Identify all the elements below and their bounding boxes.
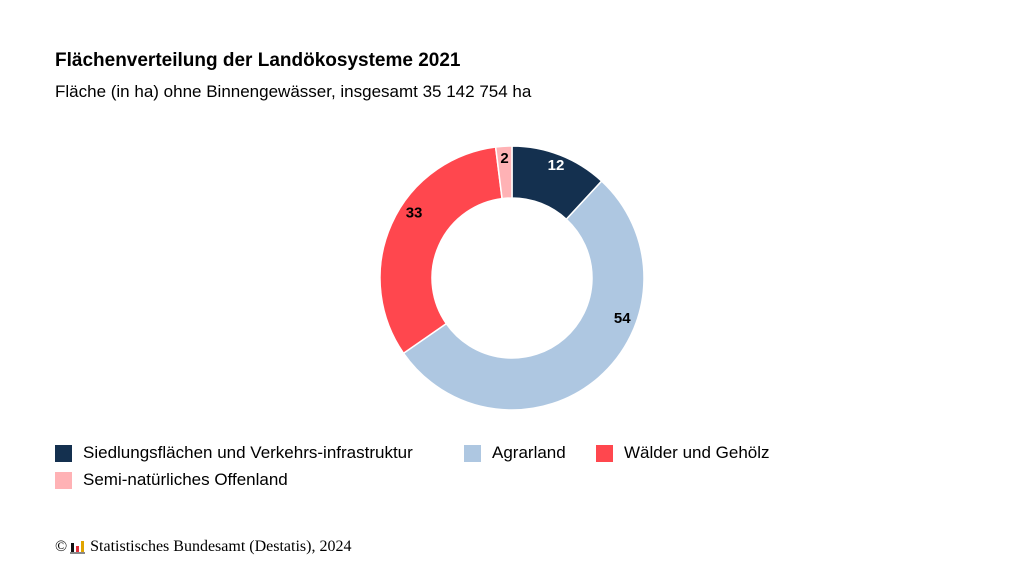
data-label-settlement: 12 [548,157,565,174]
logo-bar-gold [81,541,85,552]
footer-source: Statistisches Bundesamt (Destatis), 2024 [90,538,352,555]
donut-chart: 12 54 33 2 [379,145,645,411]
chart-subtitle: Fläche (in ha) ohne Binnengewässer, insg… [55,82,532,101]
data-label-semi: 2 [500,150,508,167]
legend-swatch-forest [596,444,613,462]
destatis-logo-icon [70,541,86,554]
donut-slice-forest[interactable] [379,146,503,355]
copyright-icon: © [55,538,68,555]
legend: Siedlungsflächen und Verkehrs-infrastruk… [55,442,815,498]
legend-item-settlement[interactable]: Siedlungsflächen und Verkehrs-infrastruk… [55,442,413,464]
logo-baseline [70,552,86,554]
logo-bar-black [71,543,75,552]
donut-slice-semi[interactable] [494,145,513,200]
legend-label-settlement: Siedlungsflächen und Verkehrs-infrastruk… [83,443,413,462]
chart-title: Flächenverteilung der Landökosysteme 202… [55,50,461,71]
data-label-forest: 33 [406,205,423,222]
donut-slice-agrar[interactable] [402,180,645,411]
data-label-agrar: 54 [614,310,631,327]
legend-item-semi[interactable]: Semi-natürliches Offenland [55,469,288,491]
footer: © Statistisches Bundesamt (Destatis), 20… [55,538,351,556]
legend-label-semi: Semi-natürliches Offenland [83,470,288,489]
legend-swatch-settlement [55,444,72,462]
legend-label-agrar: Agrarland [492,443,566,462]
legend-swatch-agrar [464,444,481,462]
logo-bar-red [76,546,80,552]
legend-label-forest: Wälder und Gehölz [624,443,770,462]
legend-item-forest[interactable]: Wälder und Gehölz [596,442,770,464]
legend-item-agrar[interactable]: Agrarland [464,442,566,464]
legend-swatch-semi [55,471,72,489]
